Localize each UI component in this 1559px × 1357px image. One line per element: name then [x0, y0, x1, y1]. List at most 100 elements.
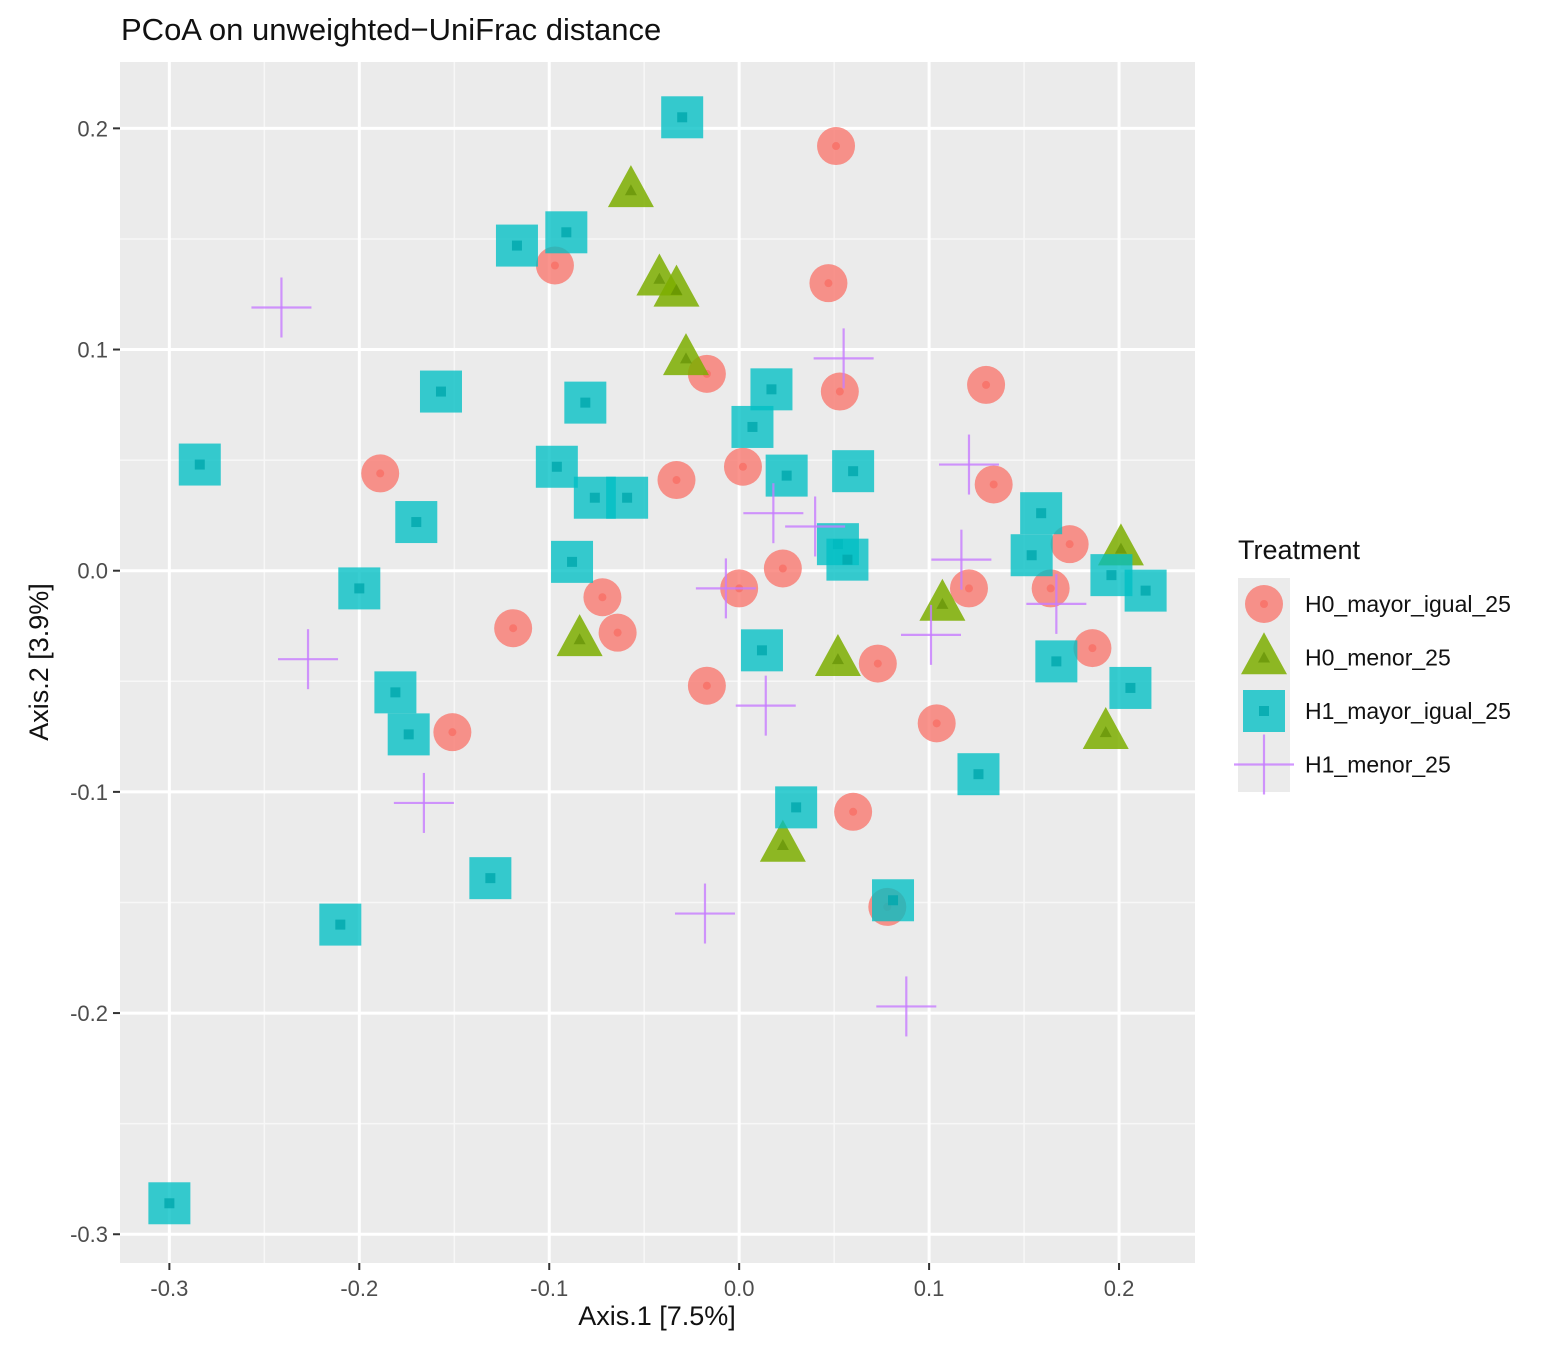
data-point	[395, 501, 438, 544]
data-point	[661, 96, 704, 139]
data-point	[759, 819, 806, 862]
data-point	[1031, 569, 1070, 608]
y-axis-title: Axis.2 [3.9%]	[24, 583, 54, 741]
data-point	[740, 629, 783, 672]
marker-center-dot	[781, 470, 792, 481]
marker-center-dot	[832, 142, 841, 151]
marker-center-dot	[354, 583, 365, 594]
marker-center-dot	[598, 593, 607, 602]
legend-title: Treatment	[1238, 535, 1361, 565]
marker-center-dot	[511, 240, 522, 251]
data-point	[1026, 573, 1087, 634]
marker-center-dot	[849, 807, 858, 816]
marker-center-dot	[580, 397, 591, 408]
marker-center-dot	[509, 624, 518, 633]
data-point	[251, 277, 312, 338]
marker-center-dot	[973, 769, 984, 780]
y-tick-label: -0.3	[70, 1222, 108, 1247]
data-point	[967, 365, 1006, 404]
data-point	[361, 454, 400, 493]
data-point	[938, 434, 999, 495]
data-point	[735, 675, 796, 736]
data-point	[931, 529, 992, 590]
data-point	[917, 704, 956, 743]
legend-key-cross	[1234, 734, 1294, 795]
data-point	[178, 443, 221, 486]
data-point	[826, 538, 869, 581]
y-tick-label: -0.1	[70, 780, 108, 805]
marker-center-dot	[573, 633, 586, 645]
marker-center-dot	[448, 728, 457, 737]
y-tick-label: 0.1	[77, 338, 108, 363]
y-axis: 0.2 0.1 0.0 -0.1 -0.2 -0.3	[70, 116, 120, 1247]
minor-gridlines	[120, 62, 1195, 1263]
marker-center-dot	[1114, 542, 1127, 554]
data-point	[374, 671, 417, 714]
data-point	[674, 883, 735, 944]
data-point	[974, 465, 1013, 504]
data-point	[858, 644, 897, 683]
marker-center-dot	[982, 380, 991, 389]
marker-center-dot	[670, 283, 683, 295]
data-point	[1010, 534, 1053, 577]
chart-title: PCoA on unweighted−UniFrac distance	[121, 12, 661, 47]
data-point	[338, 567, 381, 610]
data-point	[495, 224, 538, 267]
data-point	[876, 976, 937, 1037]
marker-center-dot	[738, 462, 747, 471]
x-tick-label: -0.3	[150, 1276, 188, 1301]
marker-center-dot	[622, 492, 633, 503]
legend-key-circle	[1245, 585, 1283, 623]
marker-center-dot	[831, 653, 844, 665]
data-point	[148, 1182, 191, 1225]
x-tick-label: -0.2	[340, 1276, 378, 1301]
marker-center-dot	[776, 838, 789, 850]
data-point	[564, 381, 607, 424]
x-tick-label: 0.1	[914, 1276, 945, 1301]
data-point	[731, 405, 774, 448]
data-point	[813, 328, 874, 389]
legend-label: H1_mayor_igual_25	[1305, 698, 1511, 724]
legend-label: H0_menor_25	[1305, 645, 1451, 671]
marker-center-dot	[589, 492, 600, 503]
marker-center-dot	[1258, 651, 1270, 663]
marker-center-dot	[747, 421, 758, 432]
marker-center-dot	[964, 584, 973, 593]
marker-center-dot	[613, 628, 622, 637]
x-tick-label: -0.1	[530, 1276, 568, 1301]
data-point	[393, 772, 454, 833]
data-point	[872, 879, 915, 922]
marker-center-dot	[824, 279, 833, 288]
data-point	[809, 264, 848, 303]
data-point	[765, 454, 808, 497]
marker-center-dot	[624, 184, 637, 196]
marker-center-dot	[550, 261, 559, 270]
legend-key-square	[1243, 690, 1285, 732]
marker-center-dot	[679, 352, 692, 364]
legend-key-triangle	[1241, 632, 1287, 675]
marker-center-dot	[653, 272, 666, 284]
data-point	[834, 792, 873, 831]
data-point	[695, 558, 756, 619]
data-points	[148, 96, 1167, 1225]
marker-center-dot	[561, 227, 572, 238]
marker-center-dot	[411, 517, 422, 528]
marker-center-dot	[756, 645, 767, 656]
marker-center-dot	[873, 659, 882, 668]
marker-center-dot	[485, 873, 496, 884]
data-point	[494, 609, 533, 648]
marker-center-dot	[1106, 570, 1117, 581]
data-point	[1050, 525, 1089, 564]
marker-center-dot	[848, 466, 859, 477]
y-tick-label: 0.0	[77, 559, 108, 584]
marker-center-dot	[677, 112, 688, 123]
data-point	[662, 333, 709, 376]
data-point	[1035, 640, 1078, 683]
marker-center-dot	[778, 564, 787, 573]
data-point	[469, 857, 512, 900]
marker-center-dot	[567, 556, 578, 567]
data-point	[419, 370, 462, 413]
marker-center-dot	[702, 681, 711, 690]
marker-center-dot	[766, 384, 777, 395]
